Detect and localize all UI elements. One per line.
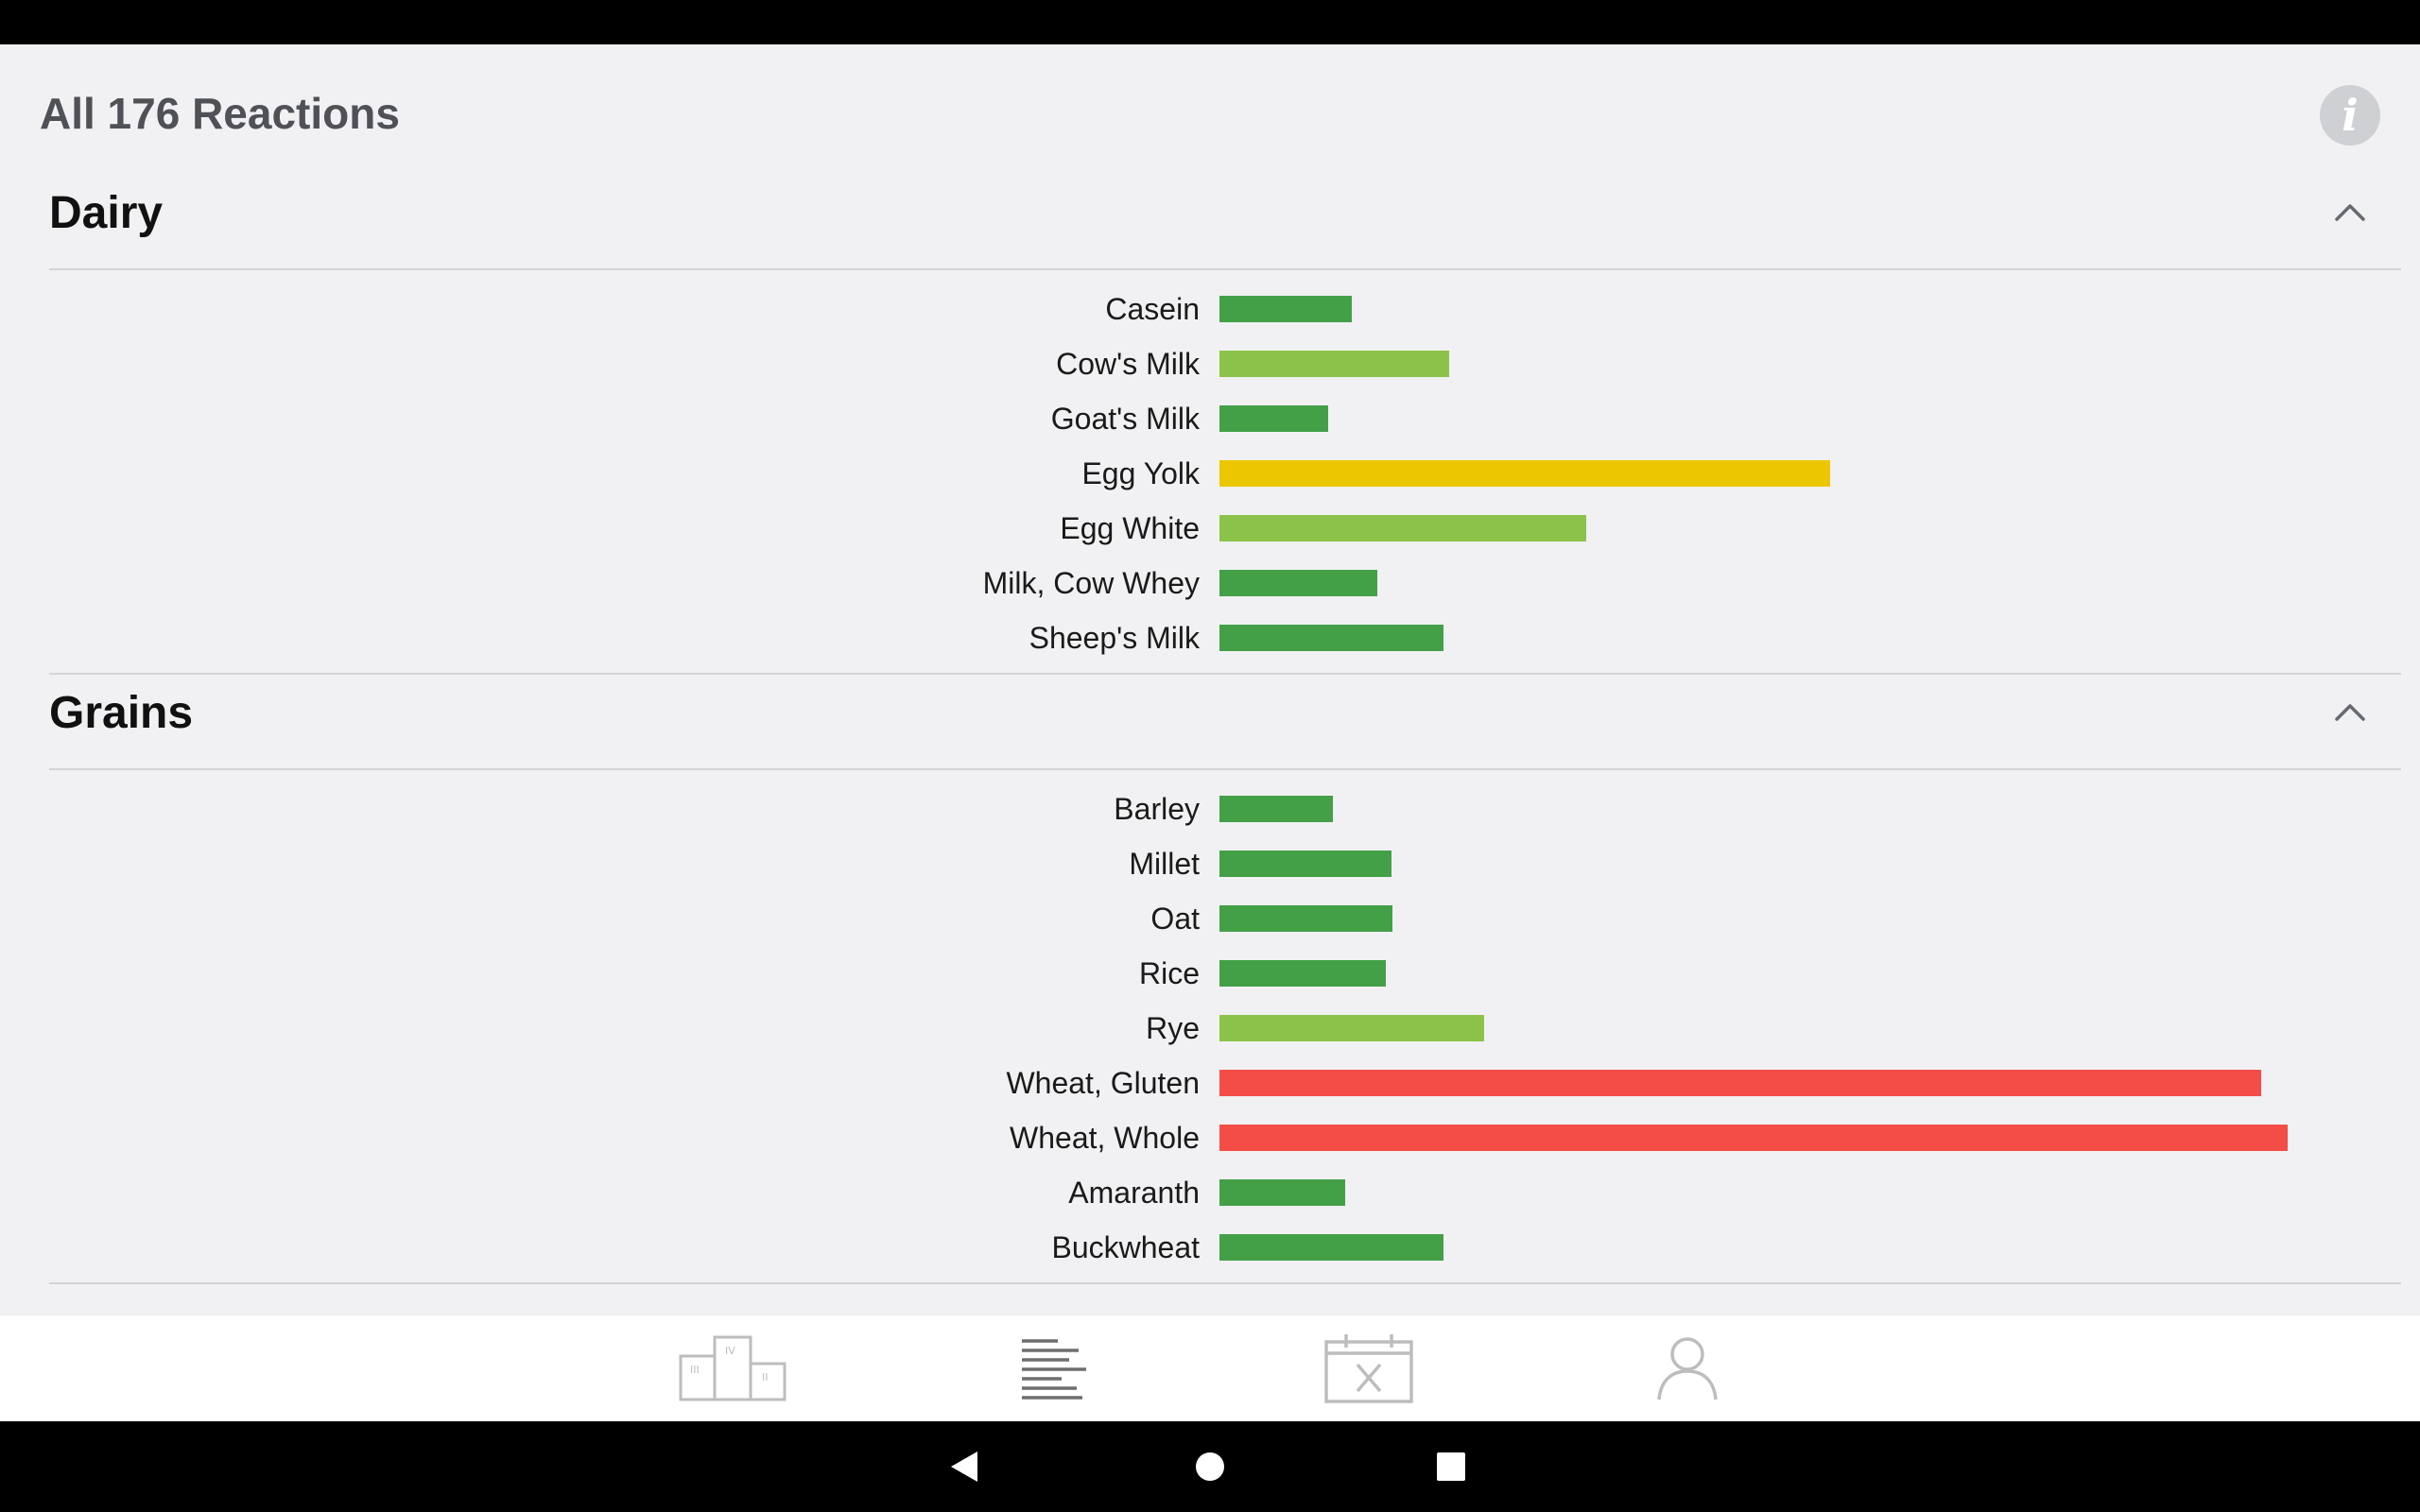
podium-icon: III IV II: [679, 1335, 786, 1401]
svg-text:IV: IV: [725, 1345, 735, 1357]
reaction-label: Barley: [1114, 792, 1200, 826]
reaction-label: Millet: [1129, 847, 1200, 881]
reaction-bar: [1219, 1070, 2261, 1096]
nav-tab-profile[interactable]: [1616, 1315, 1758, 1421]
reaction-row[interactable]: Sheep's Milk: [0, 610, 2420, 665]
reaction-bar: [1219, 1179, 1345, 1206]
reaction-row[interactable]: Oat: [0, 891, 2420, 946]
system-nav-bar: [0, 1421, 2420, 1512]
section-header-dairy[interactable]: Dairy: [49, 155, 2401, 270]
reaction-row[interactable]: Casein: [0, 282, 2420, 336]
reaction-label: Casein: [1105, 292, 1200, 326]
reaction-label: Rye: [1146, 1011, 1200, 1045]
reaction-row[interactable]: Wheat, Gluten: [0, 1056, 2420, 1110]
status-bar: [0, 0, 2420, 44]
section-header-grains[interactable]: Grains: [49, 655, 2401, 770]
back-icon: [951, 1452, 977, 1482]
section-title: Dairy: [49, 188, 164, 238]
nav-tab-rankings[interactable]: III IV II: [662, 1315, 804, 1421]
reaction-bar: [1219, 296, 1352, 322]
reaction-label: Goat's Milk: [1050, 402, 1200, 436]
info-icon[interactable]: i: [2320, 85, 2380, 146]
reaction-label: Buckwheat: [1051, 1230, 1200, 1264]
svg-text:III: III: [690, 1364, 700, 1376]
recents-button[interactable]: [1413, 1421, 1489, 1512]
reaction-bar: [1219, 351, 1449, 377]
reactions-screen: All 176 Reactions i Dairy Casein Cow's Mi…: [0, 44, 2420, 1315]
recents-icon: [1437, 1452, 1465, 1481]
reaction-row[interactable]: Rice: [0, 946, 2420, 1001]
list-icon: [1022, 1339, 1086, 1400]
reaction-row[interactable]: Egg Yolk: [0, 446, 2420, 501]
reaction-label: Milk, Cow Whey: [982, 566, 1200, 600]
nav-tab-meal-log[interactable]: [1298, 1315, 1440, 1421]
page-title: All 176 Reactions: [40, 89, 400, 138]
reaction-label: Amaranth: [1068, 1176, 1200, 1210]
meal-calendar-icon: [1324, 1334, 1413, 1403]
reaction-label: Egg Yolk: [1081, 456, 1200, 490]
reaction-row[interactable]: Cow's Milk: [0, 336, 2420, 391]
reaction-bar: [1219, 460, 1830, 487]
reaction-bar: [1219, 1125, 2288, 1151]
reaction-bar: [1219, 905, 1392, 932]
reaction-label: Wheat, Gluten: [1006, 1066, 1200, 1100]
reaction-label: Cow's Milk: [1056, 347, 1200, 381]
reaction-bar: [1219, 1234, 1443, 1261]
home-button[interactable]: [1172, 1421, 1248, 1512]
reaction-row[interactable]: Wheat, Whole: [0, 1110, 2420, 1165]
reaction-row[interactable]: Egg White: [0, 501, 2420, 556]
reaction-bar: [1219, 796, 1333, 822]
svg-text:II: II: [762, 1371, 769, 1383]
home-icon: [1196, 1452, 1224, 1481]
reaction-bar: [1219, 625, 1443, 651]
reaction-row[interactable]: Buckwheat: [0, 1220, 2420, 1275]
reaction-row[interactable]: Barley: [0, 782, 2420, 836]
reaction-label: Oat: [1150, 902, 1200, 936]
chevron-up-icon[interactable]: [2331, 693, 2369, 730]
reaction-row[interactable]: Rye: [0, 1001, 2420, 1056]
reaction-bar: [1219, 1015, 1484, 1041]
reaction-label: Rice: [1138, 956, 1200, 990]
reaction-bar: [1219, 405, 1328, 432]
reaction-label: Wheat, Whole: [1010, 1121, 1200, 1155]
reaction-row[interactable]: Milk, Cow Whey: [0, 556, 2420, 610]
reaction-row[interactable]: Goat's Milk: [0, 391, 2420, 446]
reaction-row[interactable]: Amaranth: [0, 1165, 2420, 1220]
reaction-bar: [1219, 515, 1586, 541]
reaction-bar: [1219, 850, 1392, 877]
reaction-label: Sheep's Milk: [1028, 621, 1200, 655]
section-divider: [49, 1282, 2401, 1284]
reaction-bar: [1219, 960, 1386, 987]
profile-icon: [1657, 1337, 1718, 1400]
reaction-label: Egg White: [1060, 511, 1200, 545]
bottom-nav: III IV II: [0, 1315, 2420, 1421]
reaction-row[interactable]: Millet: [0, 836, 2420, 891]
nav-tab-reactions[interactable]: [983, 1315, 1125, 1421]
section-divider: [49, 673, 2401, 675]
chevron-up-icon[interactable]: [2331, 193, 2369, 231]
info-glyph: i: [2342, 90, 2359, 141]
back-button[interactable]: [926, 1421, 1002, 1512]
reaction-bar: [1219, 570, 1377, 596]
section-title: Grains: [49, 688, 194, 738]
